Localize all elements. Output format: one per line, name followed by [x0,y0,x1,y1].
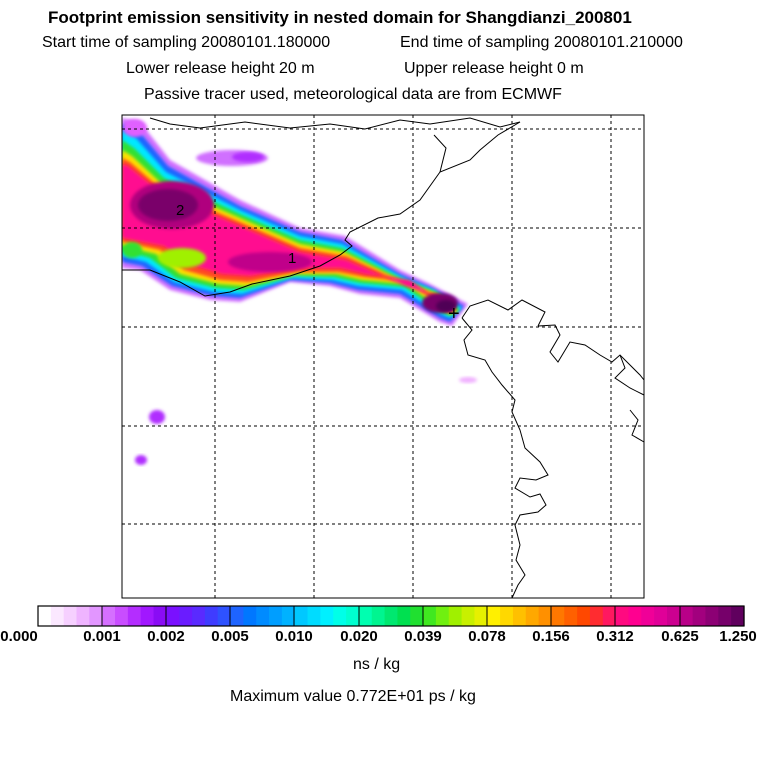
colorbar-cell [204,606,219,626]
grid-lines [122,115,644,598]
colorbar-cell [731,606,745,626]
colorbar-cell [371,606,386,626]
colorbar-cells [38,606,745,626]
colorbar-cell [705,606,719,626]
colorbar-cell [461,606,476,626]
colorbar-cell [718,606,732,626]
colorbar-cell [577,606,591,626]
coastlines [122,117,645,599]
colorbar-tick-label: 0.020 [340,628,378,645]
colorbar-cell [358,606,373,626]
end-time-label: End time of sampling 20080101.210000 [400,34,683,51]
colorbar-cell [166,606,180,626]
colorbar-cell [538,606,553,626]
colorbar-cell [140,606,155,626]
colorbar-cell [294,606,309,626]
colorbar-cell [564,606,578,626]
lower-height-label: Lower release height 20 m [126,60,315,77]
colorbar-tick-label: 0.002 [147,628,185,645]
colorbar-cell [423,606,437,626]
colorbar-cell [63,606,78,626]
colorbar-cell [115,606,129,626]
colorbar-tick-label: 0.312 [596,628,634,645]
colorbar-cell [153,606,167,626]
colorbar-cell [333,606,347,626]
colorbar-tick-label: 0.001 [83,628,121,645]
colorbar-cell [281,606,296,626]
colorbar-cell [615,606,630,626]
colorbar-tick-label: 0.156 [532,628,570,645]
colorbar-cell [679,606,694,626]
colorbar-cell [487,606,501,626]
colorbar-cell [525,606,540,626]
colorbar-cell [641,606,655,626]
colorbar-cell [102,606,116,626]
colorbar-cell [448,606,463,626]
map-frame [121,114,645,599]
release-site-marker: + [448,303,460,325]
colorbar-cell [217,606,232,626]
colorbar-cell [551,606,565,626]
colorbar-cell [589,606,604,626]
colorbar-tick-label: 0.000 [0,628,38,645]
colorbar-units: ns / kg [353,656,401,673]
tracer-info-label: Passive tracer used, meteorological data… [144,86,562,103]
map-title: Footprint emission sensitivity in nested… [48,8,632,27]
colorbar-cell [628,606,642,626]
start-time-label: Start time of sampling 20080101.180000 [42,34,331,51]
colorbar-cell [38,606,52,626]
colorbar-cell [474,606,488,626]
colorbar-cell [307,606,321,626]
upper-height-label: Upper release height 0 m [404,60,584,77]
colorbar-dividers [101,606,681,626]
colorbar-tick-label: 0.078 [468,628,506,645]
colorbar-cell [500,606,514,626]
colorbar-cell [192,606,206,626]
colorbar-cell [320,606,334,626]
colorbar-tick-label: 0.625 [661,628,699,645]
colorbar-cell [243,606,257,626]
colorbar-cell [654,606,668,626]
colorbar-cell [127,606,142,626]
colorbar-cell [256,606,270,626]
colorbar-tick-label: 0.039 [404,628,442,645]
colorbar-tick-label: 1.250 [719,628,757,645]
colorbar-cell [602,606,617,626]
colorbar-cell [397,606,411,626]
contour-label-2: 2 [176,202,184,219]
colorbar-cell [230,606,244,626]
contour-label-1: 1 [288,250,296,267]
colorbar-cell [692,606,707,626]
colorbar-cell [410,606,424,626]
colorbar-cell [384,606,399,626]
colorbar-cell [666,606,681,626]
colorbar-cell [89,606,103,626]
maximum-value-label: Maximum value 0.772E+01 ps / kg [230,688,476,705]
colorbar-cell [346,606,360,626]
colorbar-tick-label: 0.005 [211,628,249,645]
colorbar-cell [50,606,65,626]
colorbar-cell [179,606,193,626]
colorbar-frame [37,605,745,627]
colorbar-tick-label: 0.010 [275,628,313,645]
colorbar-cell [435,606,450,626]
plume-layer [122,118,477,465]
colorbar-cell [269,606,283,626]
colorbar-cell [76,606,90,626]
colorbar-cell [512,606,527,626]
